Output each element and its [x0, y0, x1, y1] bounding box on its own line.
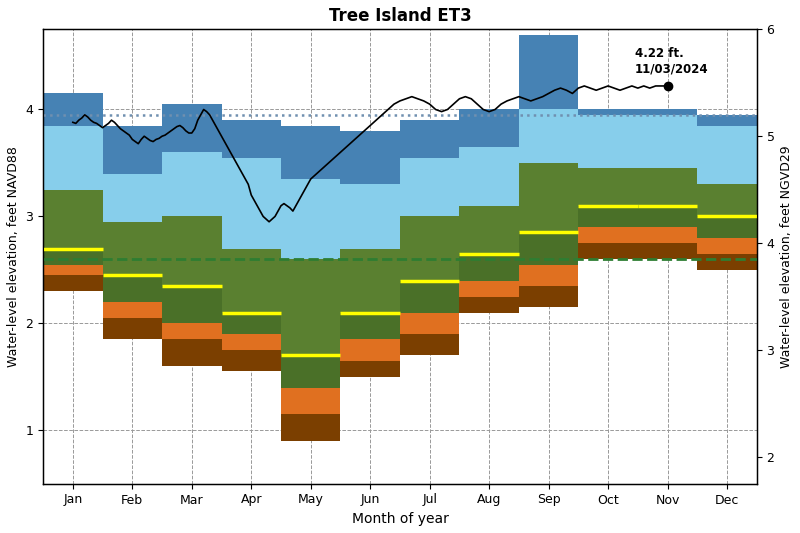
Bar	[281, 414, 341, 441]
Bar	[341, 248, 400, 313]
Bar	[459, 297, 519, 313]
Bar	[43, 275, 102, 291]
Bar	[281, 179, 341, 259]
Bar	[281, 259, 341, 356]
Bar	[102, 318, 162, 340]
Bar	[341, 131, 400, 184]
Bar	[638, 243, 698, 259]
Bar	[459, 254, 519, 280]
Bar	[162, 340, 222, 366]
Bar	[698, 238, 757, 254]
Bar	[400, 280, 459, 313]
Bar	[400, 158, 459, 216]
Bar	[519, 109, 578, 163]
Bar	[162, 104, 222, 152]
Bar	[43, 93, 102, 126]
Bar	[43, 126, 102, 190]
Bar	[400, 120, 459, 158]
Bar	[698, 254, 757, 270]
Bar	[222, 158, 281, 248]
Bar	[341, 184, 400, 248]
Bar	[341, 361, 400, 377]
Bar	[459, 280, 519, 297]
Bar	[222, 313, 281, 334]
Bar	[638, 115, 698, 168]
Bar	[162, 152, 222, 216]
Bar	[162, 216, 222, 286]
Bar	[102, 222, 162, 275]
Bar	[102, 126, 162, 174]
Bar	[222, 334, 281, 350]
Bar	[400, 334, 459, 356]
Bar	[698, 115, 757, 126]
Bar	[519, 35, 578, 109]
Bar	[698, 184, 757, 216]
Bar	[281, 356, 341, 387]
X-axis label: Month of year: Month of year	[351, 512, 448, 526]
Bar	[222, 248, 281, 313]
Bar	[519, 264, 578, 286]
Bar	[400, 216, 459, 280]
Bar	[519, 163, 578, 232]
Y-axis label: Water-level elevation, feet NAVD88: Water-level elevation, feet NAVD88	[7, 146, 20, 367]
Bar	[578, 168, 638, 206]
Bar	[578, 115, 638, 168]
Bar	[43, 190, 102, 248]
Bar	[459, 109, 519, 147]
Bar	[519, 286, 578, 308]
Bar	[578, 206, 638, 227]
Bar	[43, 264, 102, 275]
Bar	[43, 248, 102, 264]
Bar	[162, 286, 222, 324]
Bar	[578, 227, 638, 243]
Title: Tree Island ET3: Tree Island ET3	[329, 7, 471, 25]
Bar	[698, 216, 757, 238]
Bar	[281, 387, 341, 414]
Bar	[400, 313, 459, 334]
Bar	[578, 243, 638, 259]
Text: 4.22 ft.
11/03/2024: 4.22 ft. 11/03/2024	[635, 47, 709, 75]
Bar	[341, 313, 400, 340]
Bar	[638, 168, 698, 206]
Bar	[519, 232, 578, 264]
Bar	[162, 324, 222, 340]
Bar	[222, 350, 281, 372]
Bar	[222, 120, 281, 158]
Bar	[102, 275, 162, 302]
Bar	[698, 126, 757, 184]
Bar	[341, 340, 400, 361]
Bar	[459, 147, 519, 206]
Bar	[638, 109, 698, 115]
Bar	[281, 126, 341, 179]
Bar	[638, 227, 698, 243]
Bar	[102, 302, 162, 318]
Bar	[638, 206, 698, 227]
Bar	[459, 206, 519, 254]
Bar	[578, 109, 638, 115]
Bar	[102, 174, 162, 222]
Y-axis label: Water-level elevation, feet NGVD29: Water-level elevation, feet NGVD29	[780, 145, 793, 368]
